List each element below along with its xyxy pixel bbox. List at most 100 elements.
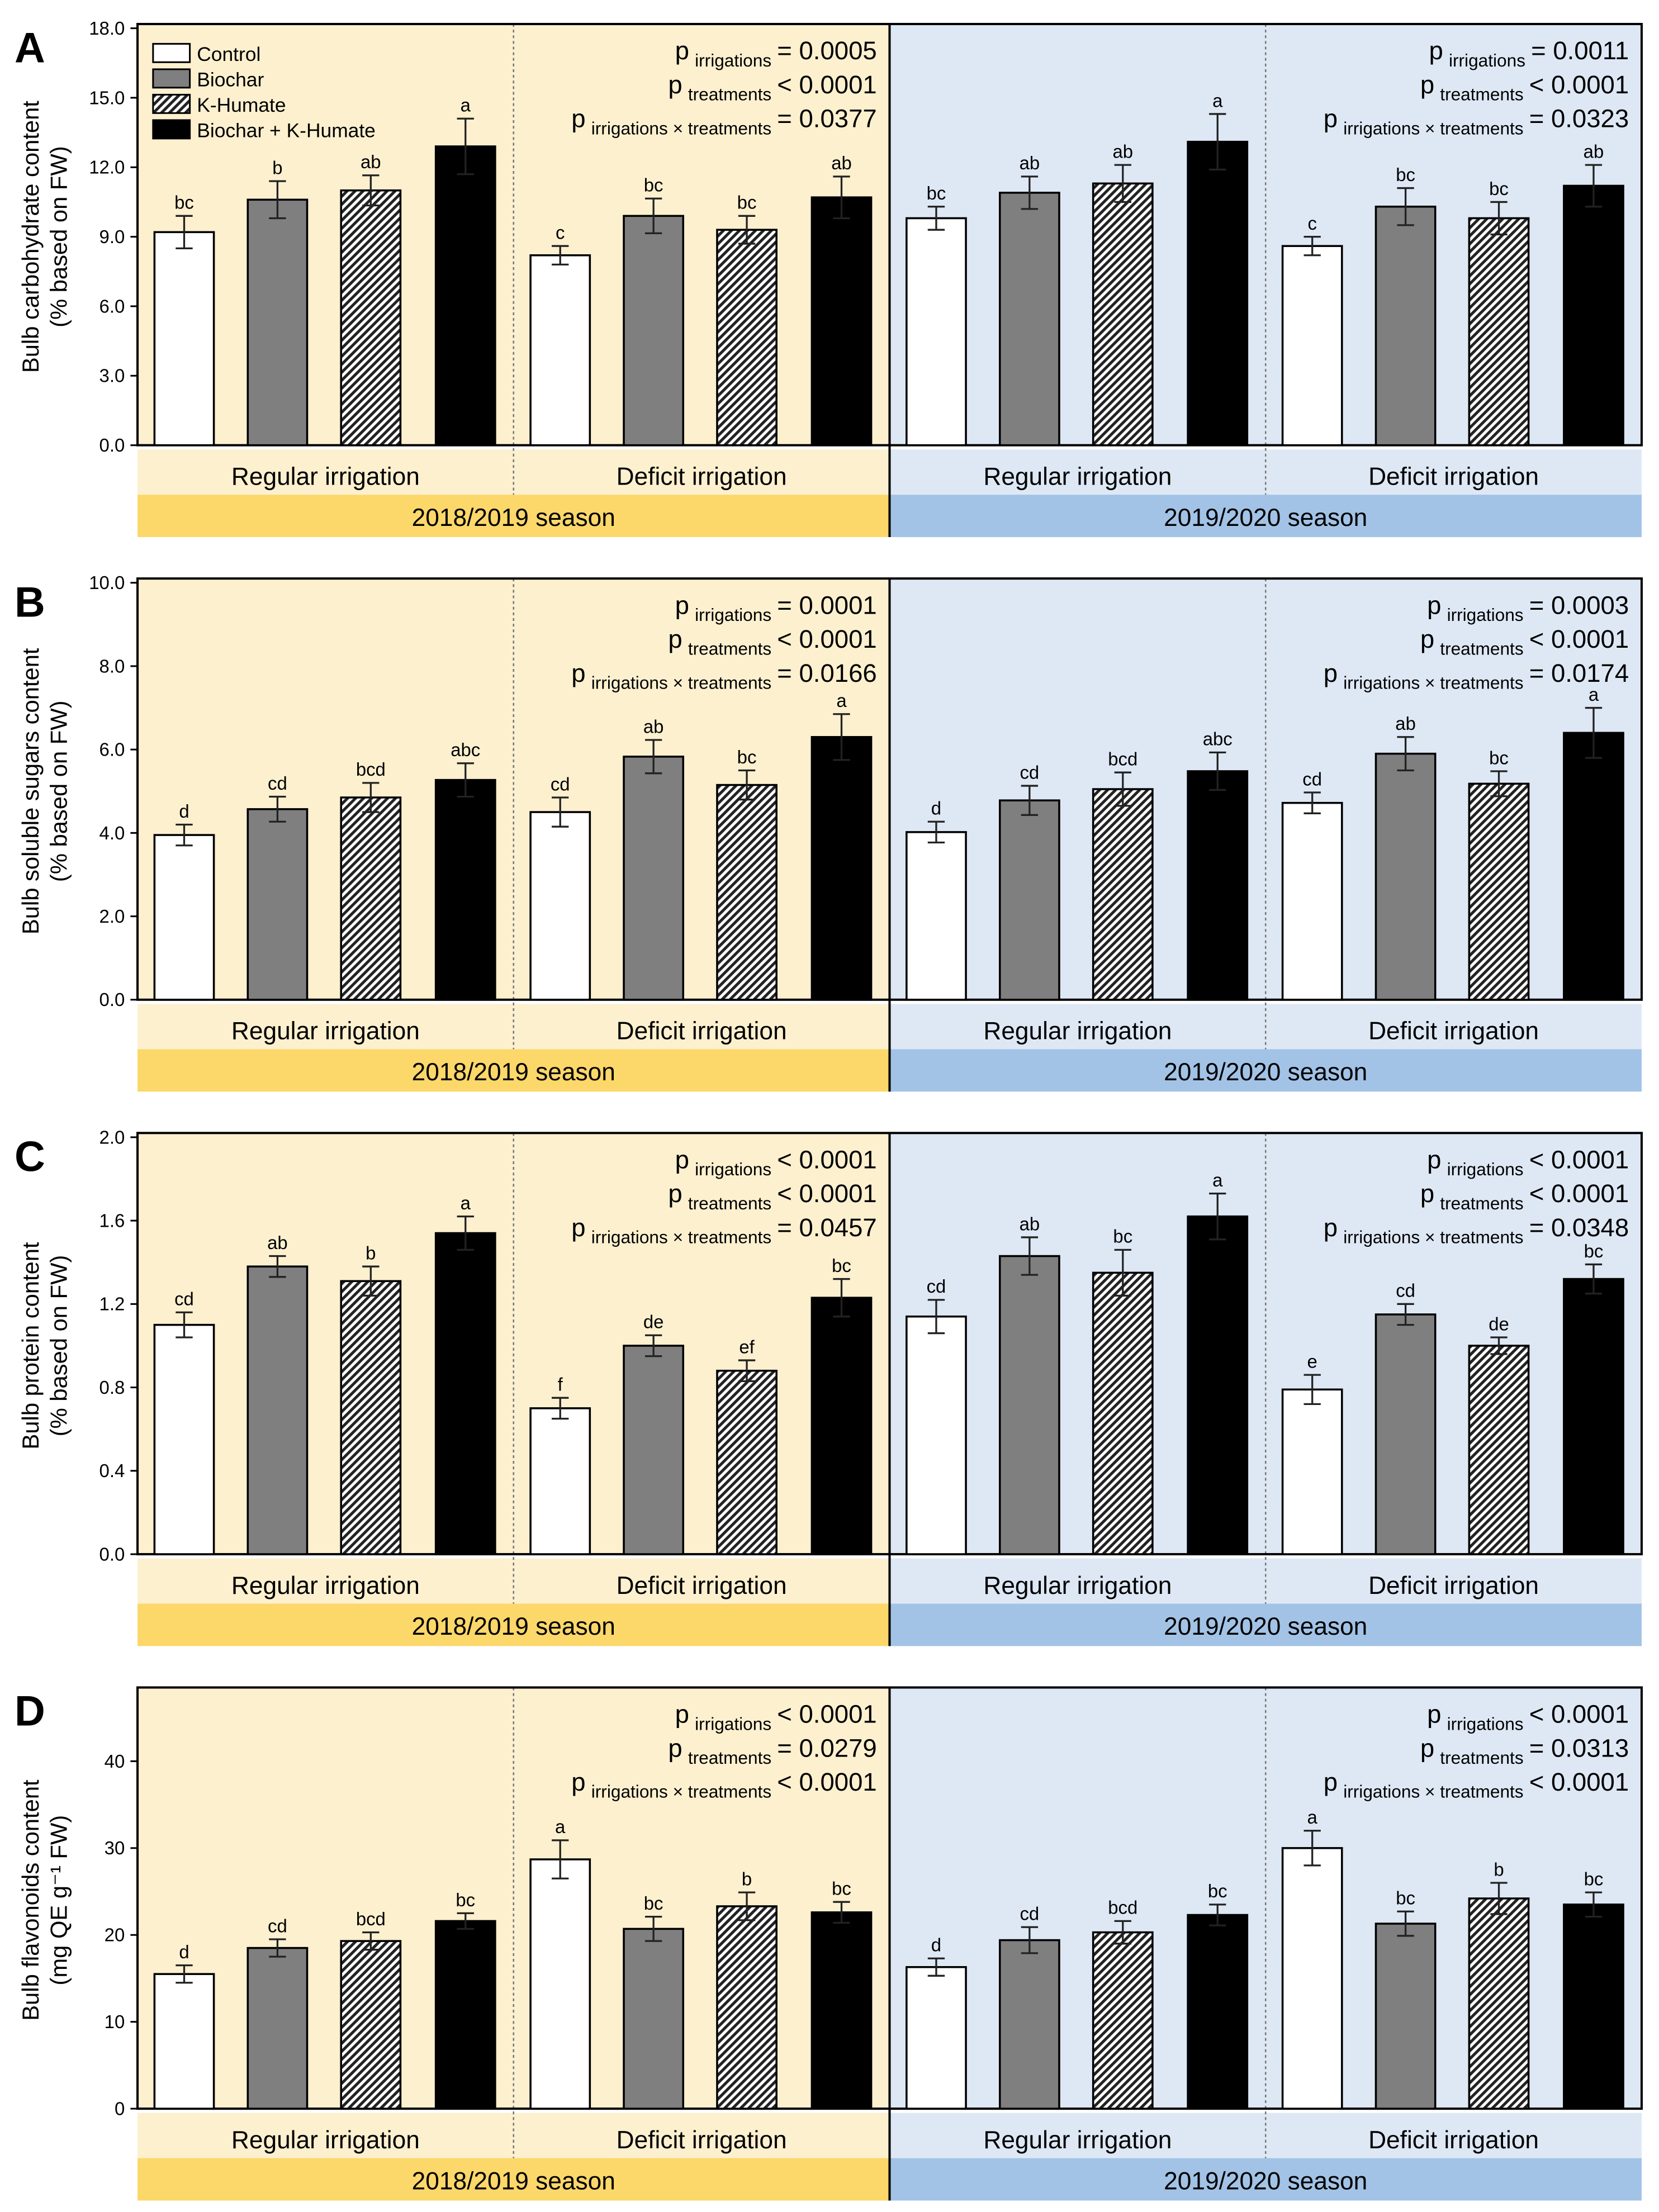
p-subscript: irrigations [1447, 1713, 1524, 1734]
p-value: < 0.0001 [777, 625, 876, 653]
y-tick-label: 18.0 [89, 18, 125, 39]
p-value: < 0.0001 [777, 1700, 876, 1729]
significance-letter: bcd [1108, 1897, 1137, 1918]
significance-letter: a [836, 690, 847, 711]
y-axis-label-line: (% based on FW) [46, 700, 72, 882]
p-value: < 0.0001 [1529, 1146, 1629, 1174]
p-value: = 0.0005 [777, 36, 876, 65]
p-symbol: p [571, 659, 585, 687]
bar-biochar [623, 215, 685, 447]
season1-band [138, 1049, 890, 1092]
p-symbol: p [668, 625, 682, 653]
bar-biochar [998, 1255, 1060, 1555]
y-tick-label: 6.0 [99, 739, 125, 760]
p-symbol: p [675, 591, 689, 619]
bar-k-humate [1468, 1345, 1530, 1555]
p-value-irr: p irrigations = 0.0005 [675, 36, 877, 70]
season-label: 2019/2020 season [1164, 1613, 1367, 1640]
p-symbol: p [1427, 1146, 1441, 1174]
plot-frame [136, 1686, 1643, 2110]
bar-k-humate [716, 229, 778, 447]
p-subscript: irrigations × treatments [591, 1782, 771, 1802]
bar-control [906, 217, 967, 447]
p-value-trt: p treatments < 0.0001 [668, 1179, 876, 1213]
plot-frame [136, 22, 1643, 447]
irrigation-label: Deficit irrigation [617, 1572, 787, 1599]
p-subscript: irrigations × treatments [1343, 1782, 1523, 1802]
y-tick-label: 30 [105, 1838, 125, 1858]
plot-frame [136, 577, 1643, 1001]
p-value-irr: p irrigations = 0.0003 [1427, 591, 1629, 625]
p-value: = 0.0003 [1529, 591, 1629, 619]
bar-biochar-k-humate [1187, 770, 1249, 1001]
bar-control [153, 231, 215, 447]
bar-control [153, 1323, 215, 1555]
bar-k-humate [1468, 217, 1530, 447]
season1-band [138, 1603, 890, 1646]
p-subscript: irrigations [1447, 605, 1524, 625]
p-subscript: irrigations [695, 1159, 771, 1179]
irrigation-label: Deficit irrigation [1368, 2126, 1539, 2154]
p-value: = 0.0323 [1529, 105, 1629, 133]
significance-letter: b [742, 1868, 752, 1889]
significance-letter: cd [551, 773, 570, 794]
season-label: 2019/2020 season [1164, 504, 1367, 531]
significance-letter: cd [268, 773, 287, 794]
significance-letter: bc [832, 1878, 851, 1899]
p-subscript: treatments [688, 639, 771, 659]
panel-a: 0.0 3.0 6.0 9.0 12.0 15.0 18.0 Bulb carbohydrat… [15, 18, 1643, 538]
p-value: < 0.0001 [1529, 1768, 1629, 1796]
y-tick-label: 6.0 [99, 296, 125, 316]
significance-letter: c [556, 222, 565, 243]
p-symbol: p [668, 1179, 682, 1208]
p-subscript: irrigations [695, 50, 771, 70]
significance-letter: bc [1113, 1226, 1132, 1247]
p-value-irr: p irrigations < 0.0001 [675, 1700, 877, 1734]
p-value: < 0.0001 [777, 1146, 876, 1174]
p-subscript: treatments [688, 1193, 771, 1213]
season-label: 2018/2019 season [412, 1058, 615, 1086]
p-symbol: p [1420, 625, 1434, 653]
p-value: = 0.0313 [1529, 1734, 1629, 1762]
p-symbol: p [1324, 659, 1338, 687]
p-symbol: p [1324, 105, 1338, 133]
y-tick-label: 8.0 [99, 656, 125, 676]
y-tick-label: 10 [105, 2011, 125, 2032]
significance-letter: abc [451, 739, 480, 760]
bar-control [1281, 801, 1343, 1001]
significance-letter: bcd [1108, 749, 1137, 770]
bar-k-humate [716, 784, 778, 1001]
y-tick-label: 9.0 [99, 226, 125, 247]
bar-k-humate [1092, 1271, 1154, 1555]
significance-letter: bc [1489, 178, 1509, 199]
bar-control [153, 834, 215, 1001]
bar-biochar [1374, 752, 1437, 1001]
p-value-trt: p treatments < 0.0001 [1420, 70, 1629, 105]
bar-k-humate [1468, 782, 1530, 1001]
significance-letter: ab [1020, 153, 1040, 173]
p-subscript: irrigations [1449, 50, 1525, 70]
significance-letter: bc [737, 192, 757, 213]
y-axis-label-line: Bulb flavonoids content [17, 1779, 44, 2021]
significance-letter: d [179, 1942, 189, 1962]
significance-letter: cd [927, 1276, 946, 1297]
significance-letter: bc [174, 192, 194, 213]
significance-letter: cd [1020, 1904, 1040, 1924]
significance-letter: e [1307, 1351, 1317, 1372]
legend-label: K-Humate [197, 94, 286, 116]
season2-band [889, 495, 1642, 538]
p-subscript: treatments [1440, 1748, 1523, 1768]
p-subscript: irrigations × treatments [591, 1227, 771, 1247]
y-axis-label-line: Bulb soluble sugars content [17, 648, 44, 934]
bar-biochar-k-humate [434, 1920, 496, 2110]
bar-control [153, 1973, 215, 2110]
season-label: 2019/2020 season [1164, 2167, 1367, 2195]
significance-letter: cd [1302, 768, 1322, 789]
bar-biochar-k-humate [1187, 1914, 1249, 2110]
panel-letter: A [15, 24, 45, 72]
bar-biochar-k-humate [1563, 1904, 1624, 2110]
panel-d: 0 10 20 30 40 Bulb flavonoids content (mg QE g… [15, 1686, 1643, 2201]
season-label: 2018/2019 season [412, 2167, 615, 2195]
p-value-irr: p irrigations < 0.0001 [1427, 1146, 1629, 1180]
p-value-int: p irrigations × treatments = 0.0457 [571, 1213, 876, 1247]
